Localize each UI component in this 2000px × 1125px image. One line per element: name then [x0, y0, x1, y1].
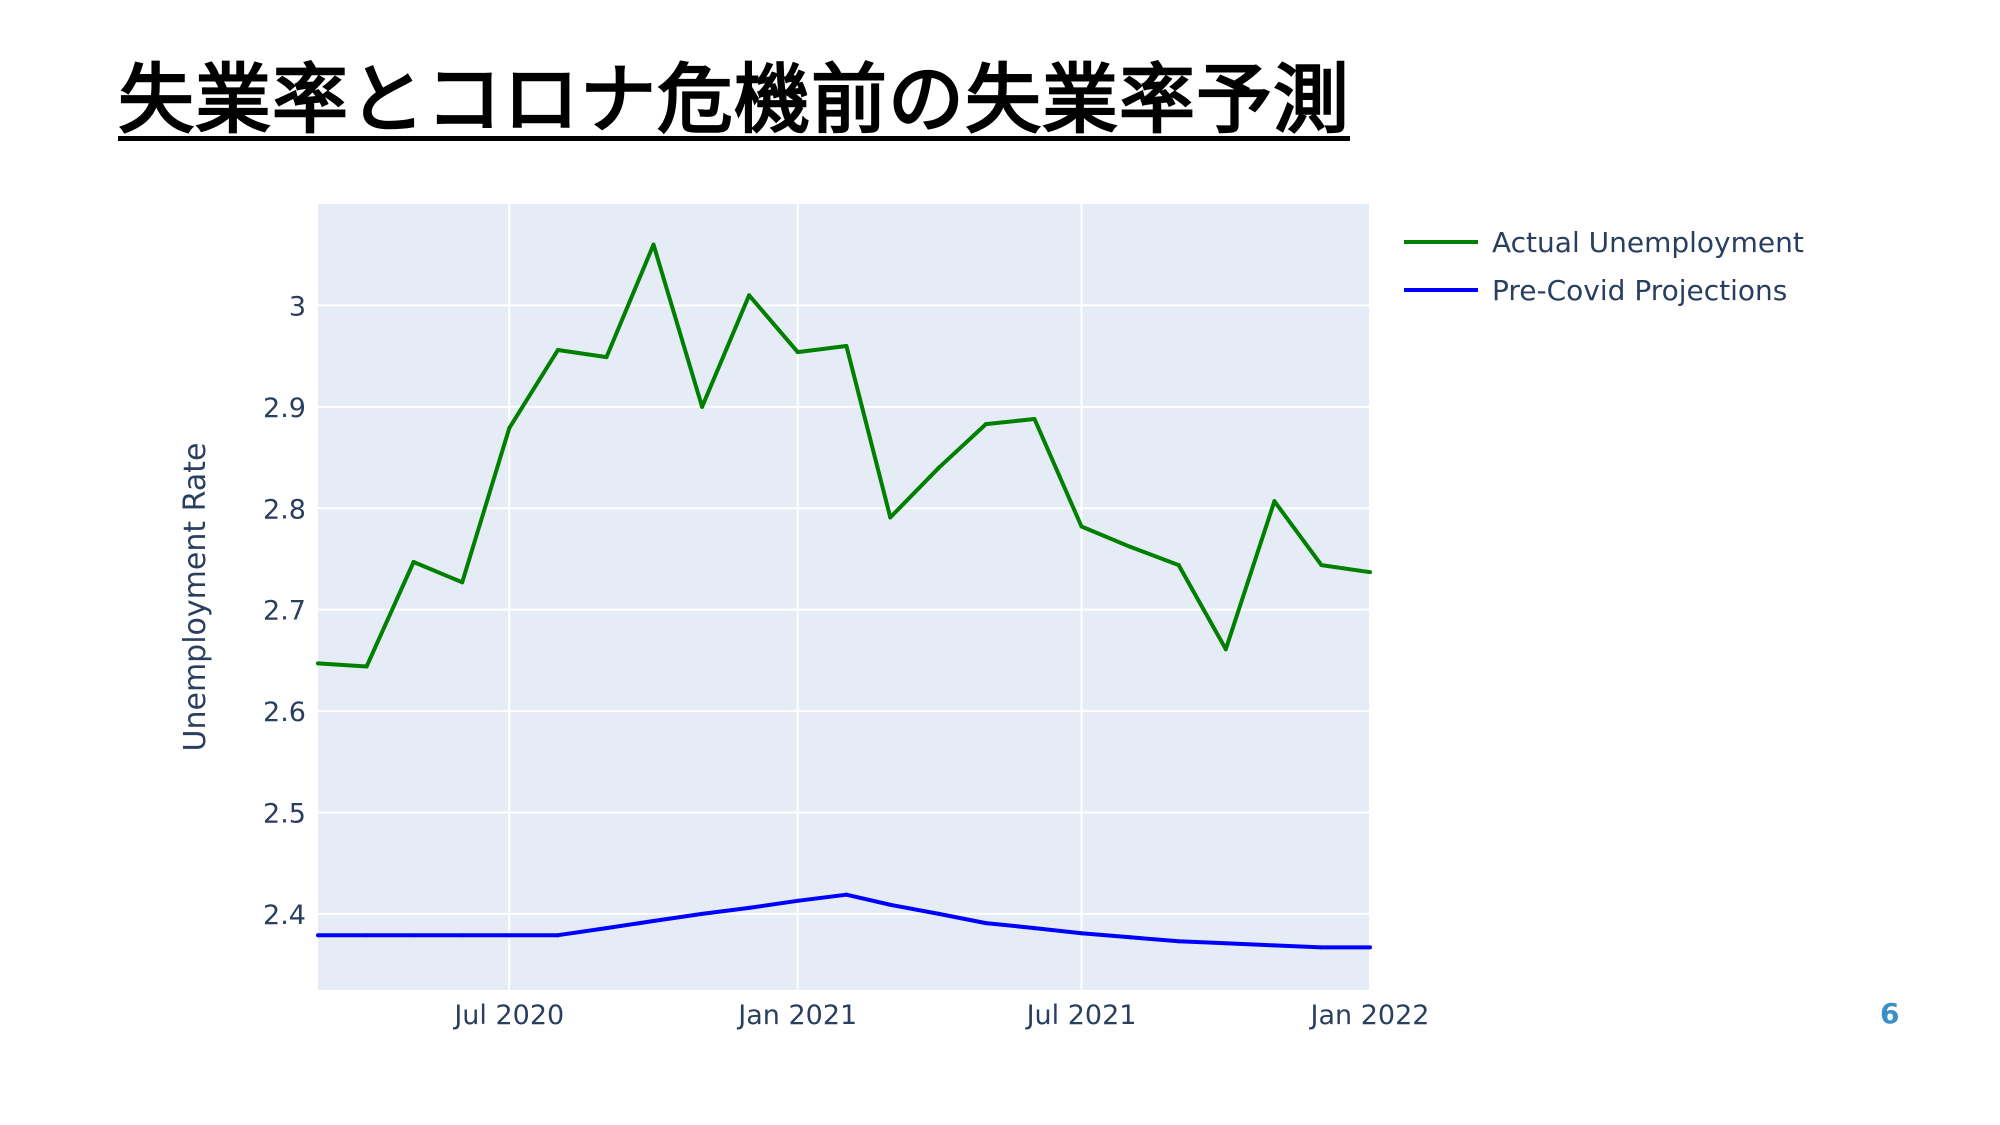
data-point: [555, 933, 560, 938]
plot-area: [318, 204, 1370, 990]
data-point: [507, 933, 512, 938]
y-tick-label: 2.8: [263, 494, 306, 525]
series-actual-unemployment: [316, 242, 1372, 669]
data-point: [411, 560, 416, 565]
x-tick-label: Jul 2021: [1025, 1000, 1137, 1031]
data-point: [1368, 570, 1372, 575]
data-point: [364, 933, 369, 938]
data-point: [460, 933, 465, 938]
data-point: [747, 293, 752, 298]
y-tick-label: 2.6: [263, 697, 306, 728]
x-tick-label: Jan 2021: [736, 1000, 857, 1031]
data-point: [604, 926, 609, 931]
data-point: [844, 892, 849, 897]
data-point: [983, 422, 988, 427]
legend-item[interactable]: Pre-Covid Projections: [1404, 274, 1787, 307]
y-tick-label: 2.5: [263, 799, 306, 830]
data-point: [316, 933, 320, 938]
grid-lines: [318, 204, 1371, 990]
data-point: [936, 911, 941, 916]
data-point: [1223, 647, 1228, 652]
data-point: [1128, 544, 1133, 549]
data-point: [507, 426, 512, 431]
data-point: [651, 242, 656, 247]
data-point: [1176, 563, 1181, 568]
data-point: [1032, 417, 1037, 422]
data-point: [1079, 931, 1084, 936]
data-point: [1272, 499, 1277, 504]
x-tick-label: Jul 2020: [452, 1000, 564, 1031]
y-tick-label: 2.9: [263, 393, 306, 424]
y-tick-label: 3: [289, 291, 306, 322]
legend-label: Actual Unemployment: [1492, 226, 1804, 259]
series-pre-covid-projections: [316, 892, 1372, 950]
data-point: [604, 355, 609, 360]
legend-item[interactable]: Actual Unemployment: [1404, 226, 1804, 259]
page-number: 6: [1880, 997, 1900, 1030]
data-point: [555, 348, 560, 353]
data-point: [888, 515, 893, 520]
data-point: [1079, 524, 1084, 529]
legend[interactable]: Actual Unemployment Pre-Covid Projections: [1404, 226, 1804, 307]
data-point: [700, 911, 705, 916]
data-point: [983, 921, 988, 926]
y-axis-title: Unemployment Rate: [178, 443, 213, 752]
legend-label: Pre-Covid Projections: [1492, 274, 1787, 307]
data-point: [888, 902, 893, 907]
data-point: [1368, 945, 1372, 950]
data-point: [316, 661, 320, 666]
data-point: [460, 580, 465, 585]
x-axis-ticks: Jul 2020 Jan 2021 Jul 2021 Jan 2022: [452, 1000, 1429, 1031]
slide-title: 失業率とコロナ危機前の失業率予測: [118, 55, 1350, 144]
x-tick-label: Jan 2022: [1309, 1000, 1430, 1031]
data-point: [747, 905, 752, 910]
data-point: [1223, 941, 1228, 946]
series-lines: [316, 242, 1372, 950]
data-point: [844, 343, 849, 348]
data-point: [795, 898, 800, 903]
data-point: [411, 933, 416, 938]
data-point: [1272, 943, 1277, 948]
data-point: [1128, 935, 1133, 940]
data-point: [651, 919, 656, 924]
data-point: [700, 404, 705, 409]
y-axis-ticks: 2.4 2.5 2.6 2.7 2.8 2.9 3: [263, 291, 306, 931]
y-tick-label: 2.4: [263, 900, 306, 931]
data-point: [1319, 563, 1324, 568]
data-point: [1032, 926, 1037, 931]
data-point: [1319, 945, 1324, 950]
data-point: [936, 465, 941, 470]
y-tick-label: 2.7: [263, 596, 306, 627]
data-point: [795, 350, 800, 355]
data-point: [1176, 939, 1181, 944]
data-point: [364, 664, 369, 669]
